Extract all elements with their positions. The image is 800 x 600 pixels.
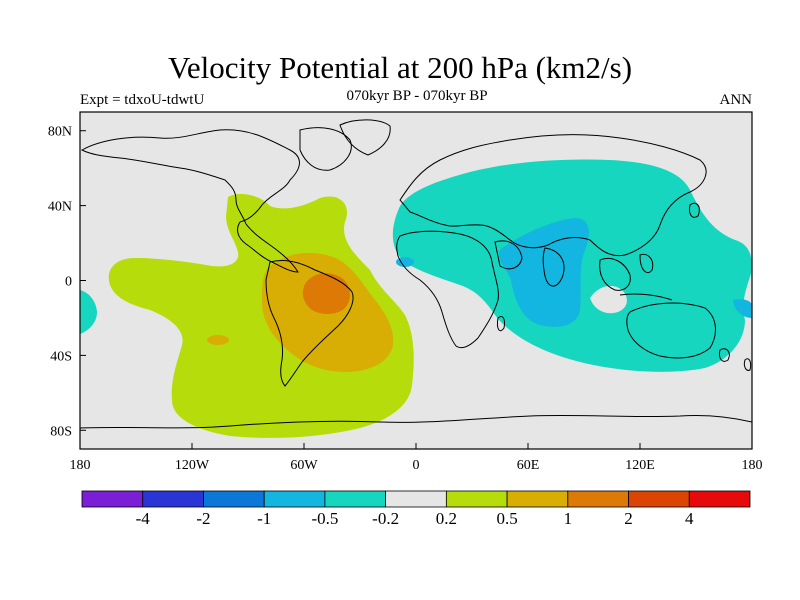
- lat-tick-label: 80S: [50, 424, 72, 439]
- colorbar-label: 0.2: [436, 509, 457, 528]
- colorbar-swatch: [445, 490, 508, 508]
- colorbar-label: -4: [136, 509, 151, 528]
- axis-ticks: 180 120W 60W 0 60E 120E 180 80N 40N 0 40S 80S: [48, 125, 763, 473]
- lat-tick-label: 40S: [50, 349, 72, 364]
- colorbar-label: -0.2: [372, 509, 399, 528]
- positive-anomaly-blob-pacific: [207, 335, 229, 345]
- lat-tick-label: 80N: [48, 125, 72, 140]
- colorbar-label: 1: [564, 509, 573, 528]
- lon-tick-label: 180: [70, 458, 91, 473]
- colorbar-label: -0.5: [311, 509, 338, 528]
- lat-tick-label: 40N: [48, 200, 72, 215]
- lon-tick-label: 180: [742, 458, 763, 473]
- chart-title: Velocity Potential at 200 hPa (km2/s): [167, 50, 633, 85]
- colorbar-swatch: [506, 490, 569, 508]
- colorbar-swatch: [324, 490, 387, 508]
- lon-tick-label: 60W: [290, 458, 318, 473]
- season-label: ANN: [719, 92, 753, 108]
- contour-fields: [80, 119, 752, 438]
- negative-anomaly-region-west-edge: [80, 290, 97, 334]
- colorbar-swatch: [263, 490, 326, 508]
- colorbar: -4 -2 -1 -0.5 -0.2 0.2 0.5 1 2 4: [81, 490, 751, 528]
- colorbar-swatch: [567, 490, 629, 508]
- positive-anomaly-region-americas: [108, 193, 414, 438]
- colorbar-label: -1: [257, 509, 271, 528]
- colorbar-swatch: [385, 490, 447, 508]
- experiment-label: Expt = tdxoU-tdwtU: [80, 92, 205, 108]
- strong-positive-core-amazon: [302, 273, 350, 314]
- lon-tick-label: 0: [413, 458, 420, 473]
- negative-blob-west-africa: [396, 257, 414, 267]
- colorbar-swatch: [688, 490, 751, 508]
- colorbar-label: 2: [624, 509, 633, 528]
- lat-tick-label: 0: [65, 275, 72, 290]
- negative-patch-east-edge: [733, 299, 752, 318]
- lon-tick-label: 60E: [517, 458, 540, 473]
- colorbar-label: 4: [685, 509, 694, 528]
- colorbar-label: -2: [196, 509, 210, 528]
- period-label: 070kyr BP - 070kyr BP: [346, 88, 488, 104]
- colorbar-label: 0.5: [496, 509, 517, 528]
- lon-tick-label: 120E: [625, 458, 655, 473]
- neutral-gap-indian-ocean: [590, 285, 627, 314]
- coastlines: [80, 119, 752, 429]
- colorbar-swatch: [203, 490, 265, 508]
- colorbar-swatch: [628, 490, 690, 508]
- colorbar-swatch: [142, 490, 204, 508]
- lon-tick-label: 120W: [175, 458, 210, 473]
- colorbar-swatch: [81, 490, 144, 508]
